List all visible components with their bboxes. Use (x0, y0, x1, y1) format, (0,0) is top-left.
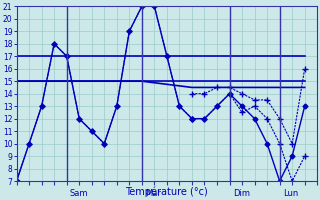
X-axis label: Température (°c): Température (°c) (125, 187, 208, 197)
Text: Lun: Lun (283, 189, 298, 198)
Text: Mar: Mar (145, 189, 161, 198)
Text: Dim: Dim (233, 189, 250, 198)
Text: Sam: Sam (70, 189, 88, 198)
